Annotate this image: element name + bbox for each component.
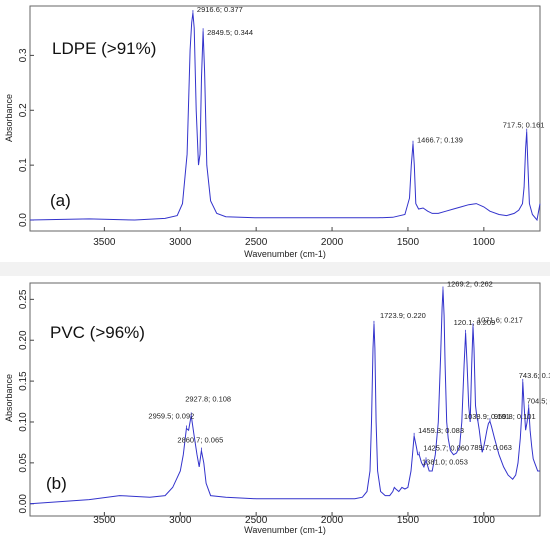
peak-label: 2860.7; 0.065 (177, 436, 223, 445)
x-tick-label: 2500 (245, 237, 268, 248)
panel-a-ylabel: Absorbance (4, 94, 14, 142)
x-tick-label: 1000 (473, 237, 496, 248)
panel-b-xlabel: Wavenumber (cm-1) (244, 525, 326, 535)
spectrum-line (29, 13, 541, 222)
peak-label: 2916.6; 0.377 (197, 5, 243, 14)
x-tick-label: 3000 (169, 515, 192, 526)
peak-label: 704.5; 0.118 (527, 396, 550, 405)
peak-label: 1381.0; 0.053 (422, 457, 468, 466)
y-tick-label: 0.2 (18, 103, 29, 117)
y-tick-label: 0.25 (18, 289, 29, 309)
panel-a-title: LDPE (>91%) (52, 39, 156, 58)
peak-label: 717.5; 0.161 (503, 121, 545, 130)
y-tick-label: 0.00 (18, 494, 29, 514)
peak-label: 120.1; 0.209 (454, 318, 496, 327)
peak-label: 1425.7; 0.060 (423, 444, 469, 453)
x-tick-label: 1500 (397, 515, 420, 526)
x-tick-label: 3000 (169, 237, 192, 248)
peak-label: 1459.3; 0.083 (418, 426, 464, 435)
panel-a-ldpe: 3500 3000 2500 2000 1500 1000 0.0 0.1 0.2 0.3 2916… (4, 5, 544, 259)
y-tick-label: 0.15 (18, 371, 29, 391)
panel-a-plot-frame (29, 5, 541, 232)
spectrum-line (29, 289, 540, 505)
peak-label: 1071.6; 0.217 (477, 315, 523, 324)
y-tick-label: 0.05 (18, 453, 29, 473)
panel-b-label: (b) (46, 474, 67, 493)
panel-divider (0, 262, 550, 276)
y-tick-label: 0.0 (18, 213, 29, 227)
peak-label: 789.7; 0.063 (470, 443, 512, 452)
panel-b-plot-frame (29, 282, 541, 517)
peak-label: 1038.9; 0.101 (464, 412, 510, 421)
panel-b-pvc: 3500 3000 2500 2000 1500 1000 0.00 0.05 0.10 0.15… (4, 280, 550, 535)
y-tick-label: 0.1 (18, 158, 29, 172)
panel-a-xlabel: Wavenumber (cm-1) (244, 249, 326, 259)
peak-label: 959.8; 0.101 (494, 412, 536, 421)
x-tick-label: 3500 (93, 515, 116, 526)
panel-b-title: PVC (>96%) (50, 323, 145, 342)
x-tick-label: 3500 (93, 237, 116, 248)
peak-label: 1269.2; 0.262 (447, 280, 493, 289)
panel-a-label: (a) (50, 191, 71, 210)
peak-label: 1466.7; 0.139 (417, 136, 463, 145)
x-tick-label: 2000 (321, 237, 344, 248)
x-tick-label: 1500 (397, 237, 420, 248)
x-tick-label: 2000 (321, 515, 344, 526)
x-tick-label: 2500 (245, 515, 268, 526)
panel-b-ylabel: Absorbance (4, 374, 14, 422)
y-tick-label: 0.10 (18, 412, 29, 432)
peak-label: 743.6; 0.149 (519, 371, 550, 380)
peak-label: 2927.8; 0.108 (185, 394, 231, 403)
x-tick-label: 1000 (473, 515, 496, 526)
y-tick-label: 0.20 (18, 330, 29, 350)
y-tick-label: 0.3 (18, 48, 29, 62)
peak-label: 2849.5; 0.344 (207, 28, 253, 37)
peak-label: 1723.9; 0.220 (380, 311, 426, 320)
peak-label: 2959.5; 0.092 (148, 412, 194, 421)
